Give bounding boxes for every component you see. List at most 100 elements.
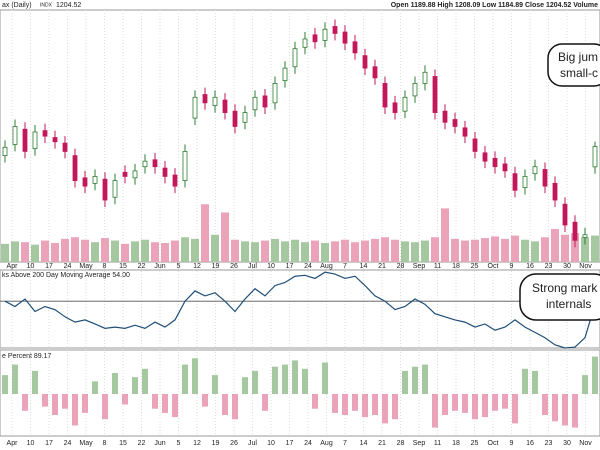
volume-bar — [581, 237, 589, 262]
x-tick-label: 25 — [471, 263, 479, 270]
x-tick-label: 18 — [452, 263, 460, 270]
candle-body — [172, 174, 178, 187]
candle-body — [202, 94, 208, 104]
bar — [482, 394, 488, 418]
volume-bar — [211, 234, 219, 262]
x-tick-label: 9 — [510, 440, 514, 447]
breadth-line — [4, 271, 596, 349]
x-tick-label: 21 — [378, 263, 386, 270]
volume-bar — [151, 242, 159, 262]
bar — [532, 370, 538, 394]
candle-body — [362, 55, 368, 69]
panel-title: e Percent 89.17 — [2, 353, 52, 360]
volume-bar — [201, 204, 209, 262]
bar — [212, 375, 218, 394]
candle-body — [222, 99, 228, 113]
candle-body — [152, 159, 158, 168]
candle-body — [192, 96, 198, 119]
volume-bar — [291, 239, 299, 262]
x-tick-label: 8 — [103, 440, 107, 447]
x-tick-label: 14 — [360, 440, 368, 447]
volume-bar — [141, 239, 149, 262]
x-tick-label: 28 — [397, 440, 405, 447]
volume-bar — [241, 241, 249, 262]
bar — [242, 377, 248, 394]
volume-bar — [411, 242, 419, 262]
volume-bar — [501, 238, 509, 262]
candle-body — [42, 130, 48, 137]
candle-body — [512, 173, 518, 191]
bar — [42, 394, 48, 407]
header-last: 1204.52 — [56, 2, 81, 9]
candle-body — [492, 157, 498, 168]
candle-body — [532, 166, 538, 175]
x-tick-label: 19 — [212, 263, 220, 270]
candle-body — [332, 26, 338, 34]
candle-body — [282, 67, 288, 82]
x-tick-label: 30 — [563, 263, 571, 270]
x-tick-label: 26 — [230, 263, 238, 270]
bar — [522, 368, 528, 394]
x-tick-label: 17 — [286, 440, 294, 447]
volume-bar — [81, 239, 89, 262]
bar — [162, 394, 168, 413]
volume-bar — [341, 239, 349, 262]
candle-body — [12, 126, 18, 145]
breadth-panel — [0, 269, 600, 349]
annotation-box — [547, 43, 600, 87]
candle-body — [62, 142, 68, 152]
bar — [362, 394, 368, 418]
volume-bar — [431, 237, 439, 262]
candle-body — [122, 171, 128, 177]
volume-bar — [281, 241, 289, 262]
volume-bar — [51, 243, 59, 262]
x-tick-label: 24 — [304, 263, 312, 270]
candle-body — [432, 76, 438, 113]
x-tick-label: Oct — [488, 263, 499, 270]
candle-body — [582, 234, 588, 238]
bar — [442, 394, 448, 415]
volume-bar — [1, 243, 9, 262]
candle-body — [232, 110, 238, 127]
volume-bar — [181, 237, 189, 262]
candle-body — [82, 177, 88, 187]
x-tick-label: 15 — [119, 440, 127, 447]
volume-bar — [441, 208, 449, 262]
bar — [472, 394, 478, 420]
bar — [562, 394, 568, 426]
bar — [2, 375, 8, 394]
bar — [72, 394, 78, 426]
volume-bar — [31, 244, 39, 262]
candle-body — [502, 163, 508, 172]
volume-bar — [401, 241, 409, 262]
candle-body — [402, 96, 408, 112]
candle-body — [52, 137, 58, 143]
volume-bar — [551, 229, 559, 262]
x-tick-label: 18 — [452, 440, 460, 447]
volume-bar — [331, 241, 339, 262]
candle-body — [262, 95, 268, 108]
candle-body — [542, 169, 548, 187]
bar — [152, 394, 158, 409]
x-tick-label: Sep — [413, 440, 426, 447]
bar — [282, 364, 288, 394]
volume-bar — [221, 212, 229, 262]
volume-bar — [251, 242, 259, 262]
x-tick-label: May — [79, 440, 93, 447]
volume-bar — [261, 240, 269, 262]
header-symbol: INDX — [40, 2, 53, 8]
x-tick-label: 11 — [434, 440, 441, 447]
volume-bar — [521, 239, 529, 262]
x-tick-label: 15 — [119, 263, 127, 270]
x-tick-label: 12 — [193, 440, 201, 447]
bar — [492, 394, 498, 411]
x-tick-label: 12 — [193, 263, 201, 270]
volume-bar — [591, 235, 599, 262]
bar — [82, 394, 88, 413]
volume-bar — [421, 240, 429, 262]
x-tick-label: Aug — [320, 440, 333, 447]
candle-body — [392, 102, 398, 113]
volume-bar — [361, 240, 369, 262]
